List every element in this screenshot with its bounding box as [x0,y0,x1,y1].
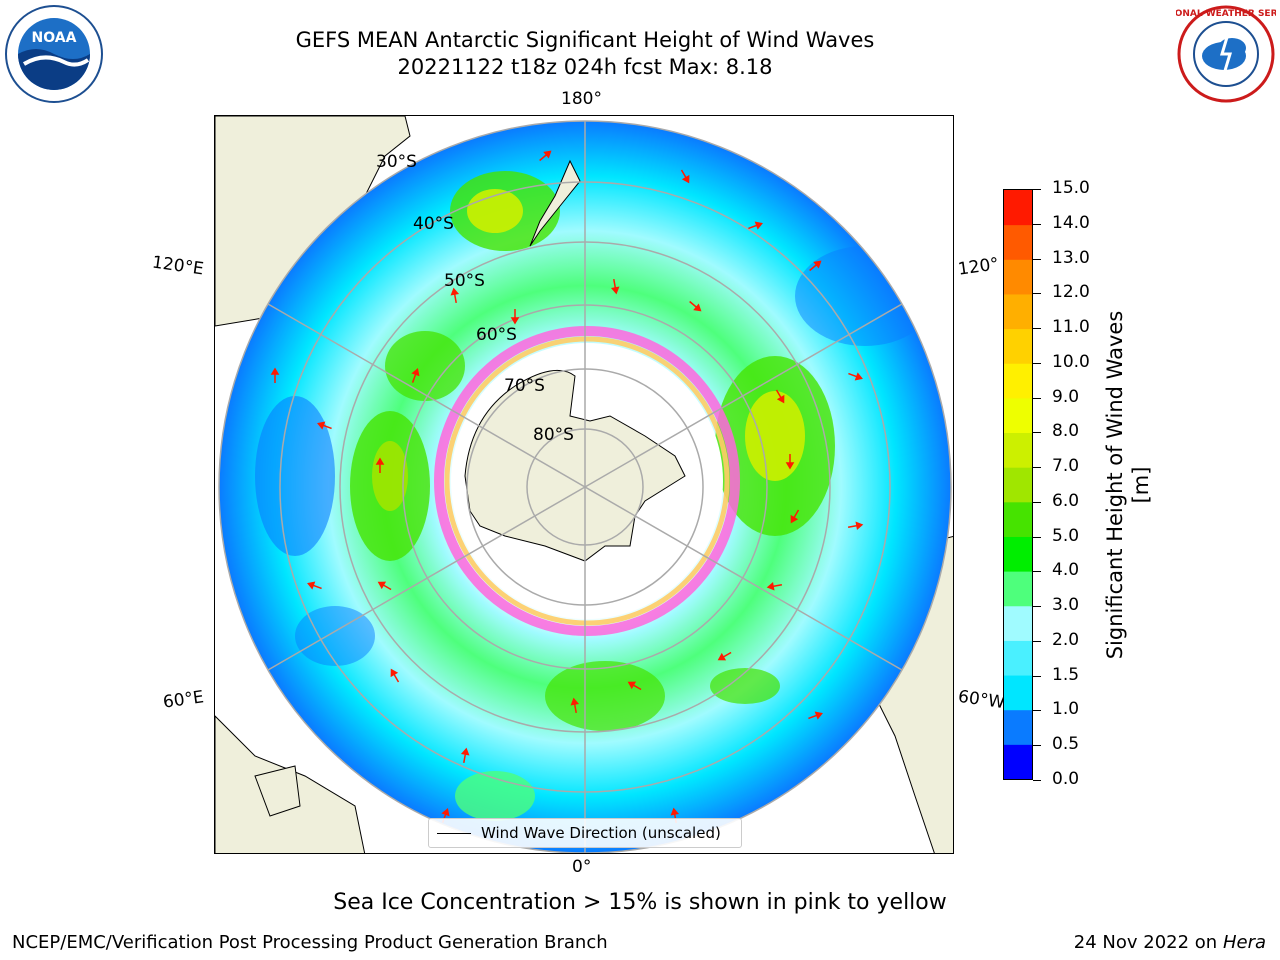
lon-label-0: 0° [572,857,592,877]
lon-label-120e: 120°E [150,252,205,280]
colorbar-segment [1004,467,1032,503]
colorbar-segment [1004,432,1032,468]
lat-label-60s: 60°S [476,325,517,345]
colorbar-tick [1033,432,1041,434]
colorbar-tick [1033,397,1041,399]
graticule [218,120,952,853]
colorbar-segment [1004,259,1032,295]
colorbar-segment [1004,744,1032,779]
footer-host: Hera [1222,932,1266,953]
colorbar-tick [1033,501,1041,503]
colorbar-segment [1004,363,1032,399]
colorbar-segment [1004,571,1032,607]
wind-wave-arrows [270,150,864,824]
sea-ice-ring [434,326,740,636]
colorbar-tick-label: 13.0 [1052,247,1090,268]
footer-credit: NCEP/EMC/Verification Post Processing Pr… [12,932,608,953]
map-subtitle: 20221122 t18z 024h fcst Max: 8.18 [397,55,773,79]
colorbar-tick [1033,675,1041,677]
colorbar-segment [1004,605,1032,641]
colorbar-segment [1004,328,1032,364]
lat-label-80s: 80°S [533,425,574,445]
colorbar-tick-label: 7.0 [1052,456,1080,477]
sea-ice-note: Sea Ice Concentration > 15% is shown in … [333,890,947,915]
colorbar-tick [1033,640,1041,642]
colorbar-tick-label: 1.5 [1052,664,1080,685]
nws-logo: NATIONAL WEATHER SERVICE [1176,5,1276,103]
colorbar-tick [1033,710,1041,712]
footer-date-text: 24 Nov 2022 on [1073,932,1218,953]
lon-label-60e: 60°E [161,687,206,713]
lon-label-60w: 60°W [956,686,1007,714]
colorbar-tick-label: 8.0 [1052,421,1080,442]
colorbar-tick-label: 3.0 [1052,595,1080,616]
colorbar-tick-label: 15.0 [1052,178,1090,198]
noaa-logo-text: NOAA [32,30,77,46]
colorbar-tick-label: 1.0 [1052,699,1080,720]
colorbar-tick [1033,606,1041,608]
colorbar-tick-label: 4.0 [1052,560,1080,581]
colorbar-segment [1004,397,1032,434]
colorbar-tick [1033,328,1041,330]
colorbar-tick [1033,189,1041,190]
nws-logo-text: NATIONAL WEATHER SERVICE [1176,9,1276,19]
colorbar-segment [1004,293,1032,330]
colorbar-label: Significant Height of Wind Waves [m] [1103,310,1153,660]
colorbar-tick [1033,362,1041,364]
colorbar-tick [1033,223,1041,225]
lon-label-120w: 120° [956,254,1001,280]
colorbar-segment [1004,675,1032,711]
lon-label-180: 180° [561,89,602,109]
colorbar-segment [1004,536,1032,572]
colorbar-tick [1033,536,1041,538]
colorbar-segment [1004,501,1032,537]
colorbar-segment [1004,190,1032,226]
lat-label-40s: 40°S [413,214,454,234]
colorbar-tick [1033,745,1041,747]
footer-date: 24 Nov 2022 on Hera [1074,932,1266,953]
colorbar-tick-label: 6.0 [1052,490,1080,511]
colorbar-tick-label: 9.0 [1052,386,1080,407]
legend-label: Wind Wave Direction (unscaled) [481,824,721,842]
colorbar-segment [1004,224,1032,260]
colorbar-tick [1033,780,1041,781]
colorbar-tick-label: 14.0 [1052,212,1090,233]
colorbar-tick [1033,258,1041,260]
colorbar-tick [1033,467,1041,469]
lat-label-50s: 50°S [444,271,485,291]
colorbar-tick-label: 11.0 [1052,317,1090,338]
colorbar-tick-label: 0.0 [1052,769,1080,789]
madagascar-land [254,765,301,817]
wave-maximum-east-core [745,391,805,481]
colorbar-tick [1033,571,1041,573]
colorbar-segment [1004,709,1032,745]
lat-label-30s: 30°S [376,152,417,172]
map-legend: Wind Wave Direction (unscaled) [428,818,742,848]
polar-map [215,116,953,853]
colorbar-tick [1033,293,1041,295]
colorbar [1003,189,1033,780]
lat-label-70s: 70°S [504,376,545,396]
colorbar-tick-label: 12.0 [1052,282,1090,303]
noaa-logo: NOAA [5,5,103,103]
colorbar-tick-label: 2.0 [1052,629,1080,650]
colorbar-tick-label: 10.0 [1052,351,1090,372]
legend-line-icon [437,832,471,834]
colorbar-tick-label: 5.0 [1052,525,1080,546]
colorbar-tick-label: 0.5 [1052,734,1080,755]
colorbar-segment [1004,640,1032,676]
map-title: GEFS MEAN Antarctic Significant Height o… [295,28,875,52]
map-panel [214,115,954,854]
